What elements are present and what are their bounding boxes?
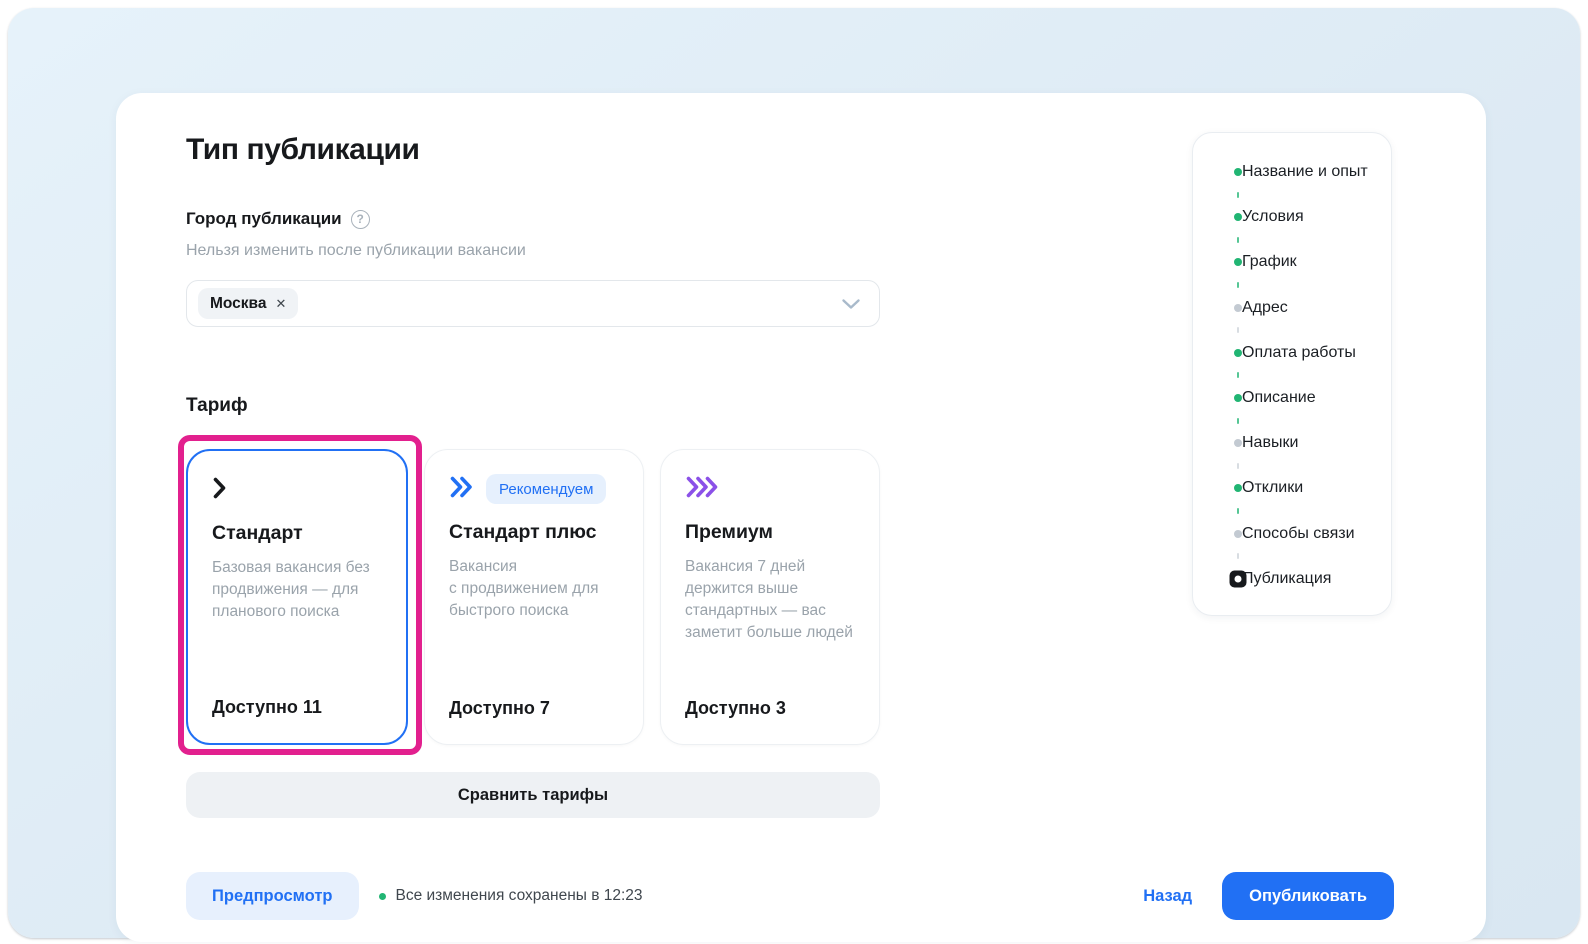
tariff-card-title: Стандарт <box>212 522 303 544</box>
step-label: Адрес <box>1242 298 1288 316</box>
step-label: График <box>1242 253 1297 271</box>
step-status-dot publication-icon <box>1229 570 1246 588</box>
step-connector <box>1211 365 1379 386</box>
step-connector <box>1211 455 1379 476</box>
step-status-dot <box>1233 303 1242 312</box>
city-field-label: Город публикации <box>186 209 342 228</box>
step-status-dot <box>1233 348 1242 357</box>
step-item-responses[interactable]: Отклики <box>1211 476 1379 500</box>
remove-city-icon[interactable]: ✕ <box>275 296 287 311</box>
step-status-dot <box>1233 439 1242 448</box>
double-chevron-icon <box>449 475 474 504</box>
step-label: Публикация <box>1242 569 1332 587</box>
step-item-description[interactable]: Описание <box>1211 386 1379 410</box>
main-column: Тип публикации Город публикации ? Нельзя… <box>178 93 880 942</box>
save-status: Все изменения сохранены в 12:23 <box>378 887 643 905</box>
city-field-hint: Нельзя изменить после публикации ваканси… <box>186 242 526 259</box>
vacancy-editor-panel: Тип публикации Город публикации ? Нельзя… <box>116 93 1486 942</box>
tariff-card-title: Стандарт плюс <box>449 521 597 543</box>
publish-button[interactable]: Опубликовать <box>1222 872 1394 920</box>
step-connector <box>1211 500 1379 521</box>
step-connector <box>1211 274 1379 295</box>
step-item-schedule[interactable]: График <box>1211 250 1379 274</box>
page-title: Тип публикации <box>186 133 420 166</box>
saved-status-dot <box>378 892 386 900</box>
step-status-dot <box>1233 213 1242 222</box>
page-background: Тип публикации Город публикации ? Нельзя… <box>8 8 1580 942</box>
footer-bar: Предпросмотр Все изменения сохранены в 1… <box>186 872 1394 920</box>
step-item-payment[interactable]: Оплата работы <box>1211 341 1379 365</box>
step-label: Навыки <box>1242 434 1299 452</box>
step-status-dot <box>1233 168 1242 176</box>
step-item-publication[interactable]: Публикация <box>1211 567 1379 591</box>
tariff-card-description: Базовая вакансия без продвижения — для п… <box>212 559 370 620</box>
preview-button[interactable]: Предпросмотр <box>186 872 359 920</box>
city-chip[interactable]: Москва ✕ <box>198 288 299 319</box>
tariff-card-premium[interactable]: Премиум Вакансия 7 дней держится выше ст… <box>660 449 880 745</box>
step-item-name-experience[interactable]: Название и опыт <box>1211 160 1379 184</box>
step-label: Оплата работы <box>1242 343 1356 361</box>
tariff-section-label: Тариф <box>186 395 248 416</box>
step-status-dot <box>1233 393 1242 402</box>
tariff-card-available: Доступно 11 <box>212 697 322 717</box>
saved-status-text: Все изменения сохранены в 12:23 <box>395 887 643 904</box>
step-status-dot <box>1233 529 1242 538</box>
back-link[interactable]: Назад <box>1143 886 1193 905</box>
step-item-address[interactable]: Адрес <box>1211 296 1379 320</box>
city-field-label-row: Город публикации ? <box>186 209 370 229</box>
step-item-contact-methods[interactable]: Способы связи <box>1211 522 1379 546</box>
step-item-skills[interactable]: Навыки <box>1211 431 1379 455</box>
tariff-card-description: Вакансия с продвижением для быстрого пои… <box>449 558 599 619</box>
city-select[interactable]: Москва ✕ <box>186 280 880 327</box>
chevron-down-icon <box>841 298 861 310</box>
compare-tariffs-button[interactable]: Сравнить тарифы <box>186 772 880 818</box>
tariff-card-available: Доступно 3 <box>685 698 786 718</box>
step-connector <box>1211 410 1379 431</box>
tariff-cards: Стандарт Базовая вакансия без продвижени… <box>186 449 880 745</box>
step-connector <box>1211 184 1379 205</box>
recommended-badge: Рекомендуем <box>486 474 607 504</box>
triple-chevron-icon <box>685 475 719 504</box>
city-chip-label: Москва <box>210 294 267 312</box>
step-connector <box>1211 546 1379 567</box>
chevron-icon <box>212 476 227 505</box>
tariff-card-standard[interactable]: Стандарт Базовая вакансия без продвижени… <box>186 449 408 745</box>
step-status-dot <box>1233 258 1242 267</box>
help-icon[interactable]: ? <box>350 209 370 229</box>
tariff-card-description: Вакансия 7 дней держится выше стандартны… <box>685 558 853 641</box>
step-item-conditions[interactable]: Условия <box>1211 205 1379 229</box>
step-status-dot <box>1233 484 1242 493</box>
progress-steps-card: Название и опыт Условия График Адрес Опл… <box>1192 132 1392 616</box>
step-label: Условия <box>1242 208 1304 226</box>
tariff-card-available: Доступно 7 <box>449 698 550 718</box>
step-label: Название и опыт <box>1242 163 1368 180</box>
step-label: Описание <box>1242 388 1316 406</box>
step-label: Способы связи <box>1242 524 1355 542</box>
step-label: Отклики <box>1242 479 1304 497</box>
tariff-card-standard-plus[interactable]: Рекомендуем Стандарт плюс Вакансия с про… <box>424 449 644 745</box>
step-connector <box>1211 229 1379 250</box>
step-connector <box>1211 320 1379 341</box>
tariff-card-title: Премиум <box>685 521 773 543</box>
